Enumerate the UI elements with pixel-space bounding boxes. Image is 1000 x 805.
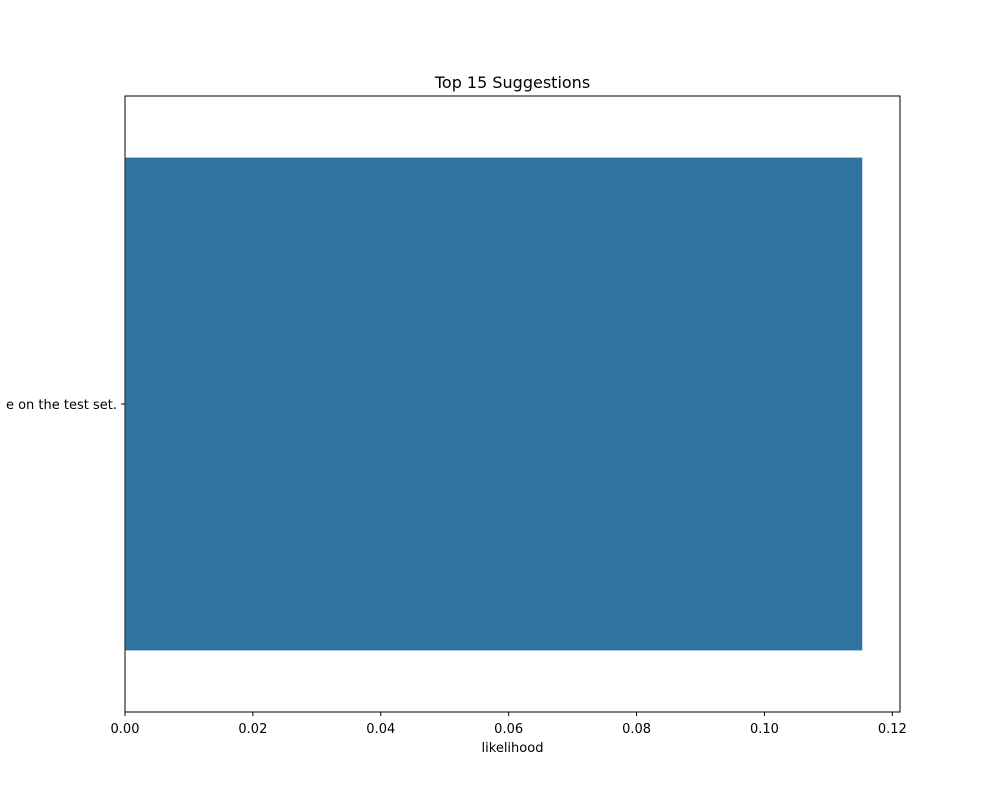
x-axis: 0.00 0.02 0.04 0.06 0.08 0.10 0.12: [111, 712, 907, 737]
x-tick-label: 0.08: [622, 722, 651, 737]
chart-title: Top 15 Suggestions: [434, 73, 590, 92]
bar: [125, 157, 863, 651]
bars-layer: [125, 157, 863, 651]
y-tick-label: e on the test set.: [6, 398, 117, 413]
x-tick-label: 0.00: [111, 722, 140, 737]
x-axis-label: likelihood: [482, 741, 544, 756]
x-tick-label: 0.12: [878, 722, 907, 737]
x-tick-label: 0.06: [494, 722, 523, 737]
y-axis: e on the test set.: [6, 398, 125, 413]
x-tick-label: 0.10: [750, 722, 779, 737]
x-tick-label: 0.04: [366, 722, 395, 737]
x-tick-label: 0.02: [238, 722, 267, 737]
plot-frame: [124, 95, 901, 713]
